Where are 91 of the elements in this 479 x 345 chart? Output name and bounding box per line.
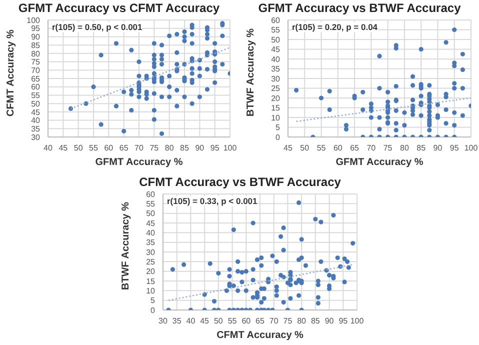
x-tick-label: 35 bbox=[172, 316, 182, 326]
y-tick-label: 90 bbox=[31, 32, 41, 42]
x-tick-label: 90 bbox=[433, 144, 443, 153]
x-tick-label: 55 bbox=[228, 316, 238, 326]
y-tick-label: 40 bbox=[271, 54, 281, 64]
chart-title: GFMT Accuracy vs CFMT Accuracy bbox=[17, 0, 221, 16]
y-axis-title: CFMT Accuracy % bbox=[6, 30, 17, 116]
x-tick-label: 60 bbox=[242, 316, 252, 326]
y-tick-label: 80 bbox=[31, 49, 41, 58]
x-tick-label: 80 bbox=[297, 316, 307, 326]
y-tick-label: 55 bbox=[271, 26, 281, 35]
y-tick-label: 50 bbox=[271, 35, 281, 44]
x-tick-label: 90 bbox=[195, 144, 205, 153]
annotation: r(105) = 0.50, p < 0.001 bbox=[52, 22, 142, 32]
y-tick-label: 5 bbox=[276, 123, 281, 132]
x-tick-label: 80 bbox=[400, 144, 410, 153]
x-tick-label: 40 bbox=[186, 316, 196, 326]
y-tick-label: 25 bbox=[146, 258, 156, 267]
y-tick-label: 10 bbox=[146, 286, 156, 296]
y-tick-label: 35 bbox=[146, 238, 156, 248]
x-tick-label: 80 bbox=[164, 144, 174, 153]
y-tick-label: 0 bbox=[150, 306, 156, 315]
y-tick-label: 45 bbox=[271, 45, 281, 54]
x-tick-label: 65 bbox=[350, 144, 360, 153]
y-tick-label: 35 bbox=[271, 64, 281, 74]
x-tick-label: 85 bbox=[310, 316, 320, 326]
x-tick-label: 50 bbox=[214, 316, 224, 326]
x-tick-label: 40 bbox=[44, 144, 53, 153]
y-tick-label: 60 bbox=[271, 16, 281, 25]
y-tick-label: 60 bbox=[146, 190, 156, 199]
chart-title: GFMT Accuracy vs BTWF Accuracy bbox=[257, 0, 462, 16]
x-tick-label: 65 bbox=[119, 144, 129, 153]
x-tick-label: 100 bbox=[464, 144, 478, 153]
y-tick-label: 40 bbox=[31, 116, 41, 126]
x-tick-label: 50 bbox=[74, 144, 84, 153]
y-tick-label: 5 bbox=[150, 296, 156, 306]
y-tick-label: 30 bbox=[31, 132, 41, 142]
x-tick-label: 100 bbox=[223, 144, 238, 153]
y-axis-title: BTWF Accuracy % bbox=[120, 202, 132, 290]
x-tick-label: 75 bbox=[283, 316, 293, 326]
x-axis-title: GFMT Accuracy % bbox=[336, 157, 424, 168]
y-tick-label: 85 bbox=[31, 40, 41, 50]
x-tick-label: 30 bbox=[158, 316, 168, 326]
x-tick-label: 55 bbox=[89, 144, 98, 153]
y-tick-label: 20 bbox=[271, 94, 281, 103]
x-tick-label: 60 bbox=[104, 144, 114, 153]
y-tick-label: 50 bbox=[31, 99, 41, 108]
y-tick-label: 25 bbox=[271, 84, 281, 94]
y-tick-label: 10 bbox=[271, 113, 281, 122]
x-tick-label: 70 bbox=[134, 144, 144, 153]
y-tick-label: 30 bbox=[271, 74, 281, 84]
y-tick-label: 35 bbox=[31, 124, 41, 134]
y-tick-label: 50 bbox=[146, 209, 156, 218]
y-tick-label: 55 bbox=[31, 91, 41, 100]
y-tick-label: 75 bbox=[31, 58, 41, 67]
x-tick-label: 45 bbox=[284, 144, 293, 153]
y-tick-label: 45 bbox=[31, 108, 41, 117]
y-tick-label: 45 bbox=[146, 218, 156, 228]
annotation: r(105) = 0.33, p < 0.001 bbox=[167, 196, 258, 206]
y-tick-label: 30 bbox=[146, 248, 156, 257]
x-axis-title: GFMT Accuracy % bbox=[95, 157, 183, 168]
y-tick-label: 15 bbox=[146, 276, 156, 286]
chart-title: CFMT Accuracy vs BTWF Accuracy bbox=[138, 174, 342, 190]
y-tick-label: 95 bbox=[31, 24, 41, 34]
y-tick-label: 15 bbox=[271, 104, 281, 113]
annotation: r(105) = 0.20, p = 0.04 bbox=[292, 22, 378, 32]
x-tick-label: 95 bbox=[450, 144, 460, 153]
x-axis-title: CFMT Accuracy % bbox=[216, 330, 304, 341]
x-tick-label: 90 bbox=[324, 316, 334, 326]
y-tick-label: 0 bbox=[276, 132, 281, 142]
y-tick-label: 20 bbox=[146, 267, 156, 276]
x-tick-label: 85 bbox=[416, 144, 426, 153]
x-tick-label: 60 bbox=[333, 144, 343, 153]
y-tick-label: 65 bbox=[31, 74, 41, 84]
x-tick-label: 100 bbox=[350, 316, 364, 326]
y-axis-title: BTWF Accuracy % bbox=[246, 28, 257, 116]
y-tick-label: 55 bbox=[146, 200, 156, 209]
y-tick-label: 40 bbox=[146, 228, 156, 238]
x-tick-label: 45 bbox=[200, 316, 210, 326]
x-tick-label: 45 bbox=[58, 144, 68, 153]
y-tick-label: 70 bbox=[31, 66, 41, 75]
y-tick-label: 60 bbox=[31, 82, 41, 92]
x-tick-label: 55 bbox=[316, 144, 326, 153]
x-tick-label: 75 bbox=[383, 144, 393, 153]
x-tick-label: 70 bbox=[366, 144, 376, 153]
y-tick-label: 100 bbox=[26, 16, 41, 25]
x-tick-label: 95 bbox=[210, 144, 220, 153]
x-tick-label: 85 bbox=[180, 144, 190, 153]
x-tick-label: 65 bbox=[256, 316, 265, 326]
x-tick-label: 50 bbox=[300, 144, 310, 153]
x-tick-label: 95 bbox=[338, 316, 348, 326]
